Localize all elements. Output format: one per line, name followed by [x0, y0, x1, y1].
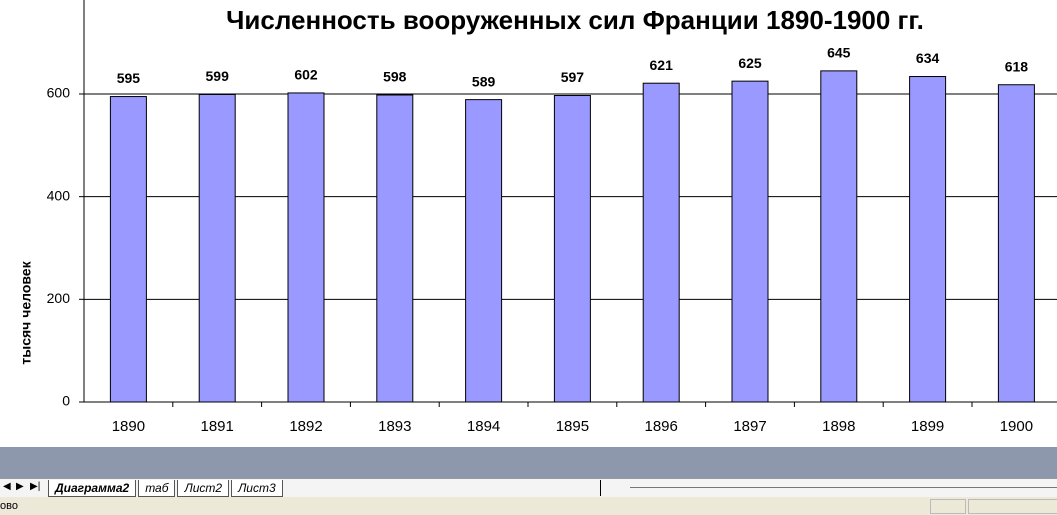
data-label: 599: [206, 68, 230, 84]
data-label: 597: [561, 69, 585, 85]
tab-nav-next[interactable]: ▶: [16, 481, 24, 492]
data-label: 625: [738, 55, 762, 71]
status-text: ово: [0, 500, 18, 512]
chart-title: Численность вооруженных сил Франции 1890…: [226, 5, 924, 35]
y-tick-label: 0: [62, 393, 70, 409]
data-label: 634: [916, 50, 940, 66]
tab-nav-last[interactable]: ▶|: [30, 481, 41, 492]
x-tick-label: 1900: [1000, 418, 1033, 435]
chart: Численность вооруженных сил Франции 1890…: [18, 0, 1057, 435]
x-tick-label: 1897: [733, 418, 766, 435]
x-tick-label: 1896: [645, 418, 678, 435]
bar: [376, 94, 414, 403]
y-tick-label: 600: [47, 85, 71, 101]
x-tick-label: 1893: [378, 418, 411, 435]
sheet-tab-bar: ◀ ▶ ▶| Диаграмма2 таб Лист2 Лист3: [0, 478, 1057, 498]
x-tick-label: 1891: [201, 418, 234, 435]
x-tick-label: 1892: [289, 418, 322, 435]
status-bar: ово: [0, 497, 1057, 515]
sheet-tab[interactable]: Лист2: [177, 480, 230, 497]
x-tick-label: 1895: [556, 418, 589, 435]
data-label: 602: [294, 67, 318, 83]
x-tick-label: 1899: [911, 418, 944, 435]
bar: [198, 93, 236, 403]
bar: [909, 76, 947, 403]
bar: [997, 84, 1035, 403]
bar: [287, 92, 325, 403]
bar: [553, 95, 591, 403]
status-panel: [968, 499, 1057, 514]
data-label: 589: [472, 73, 496, 89]
tab-nav-prev[interactable]: ◀: [3, 481, 11, 492]
bar: [465, 99, 503, 403]
data-label: 598: [383, 69, 407, 85]
tab-splitter[interactable]: [600, 480, 601, 496]
sheet-tab[interactable]: Диаграмма2: [48, 480, 137, 497]
horizontal-scrollbar[interactable]: [630, 487, 1057, 488]
y-tick-label: 200: [47, 290, 71, 306]
sheet-area: [0, 447, 1057, 478]
data-label: 621: [650, 57, 674, 73]
data-label: 595: [117, 70, 141, 86]
x-tick-label: 1898: [822, 418, 855, 435]
sheet-tab[interactable]: Лист3: [231, 480, 283, 497]
x-tick-label: 1890: [112, 418, 145, 435]
bar: [642, 82, 680, 403]
bar: [820, 70, 858, 403]
status-panel: [930, 499, 966, 514]
x-tick-label: 1894: [467, 418, 500, 435]
y-tick-label: 400: [47, 187, 71, 203]
data-label: 618: [1005, 58, 1029, 74]
sheet-tab[interactable]: таб: [138, 480, 176, 497]
y-axis-label: тысяч человек: [18, 260, 34, 364]
bar: [109, 96, 147, 403]
data-label: 645: [827, 45, 851, 61]
bar: [731, 80, 769, 403]
